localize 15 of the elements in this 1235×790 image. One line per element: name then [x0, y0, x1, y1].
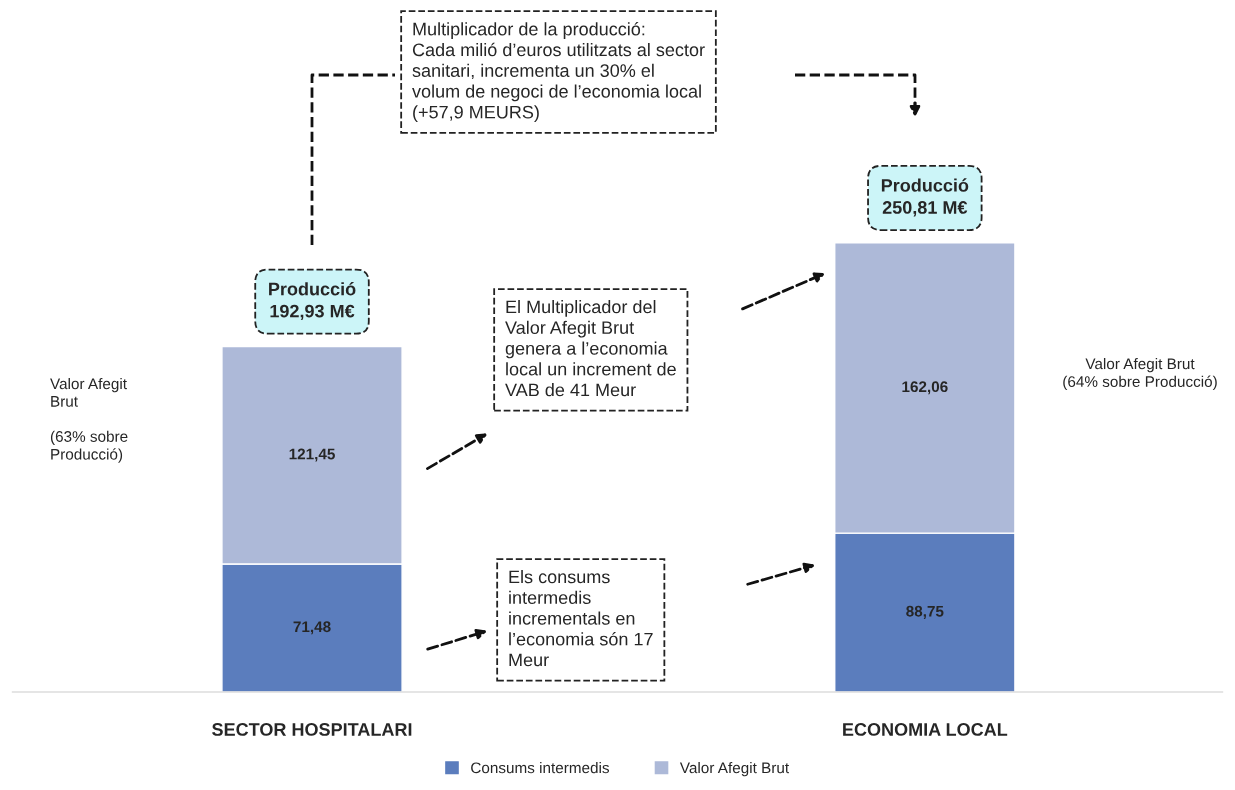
annotation: El Multiplicador del Valor Afegit Brut genera a l’economia local un increment de VAB de 41 Meur	[505, 300, 676, 397]
data-label: 71,48	[293, 621, 331, 635]
data-label: 162,06	[902, 381, 948, 395]
total-label: Producció 192,93 M€	[269, 282, 356, 321]
data-label: 121,45	[289, 448, 335, 462]
x-tick-label: SECTOR HOSPITALARI	[212, 723, 412, 736]
data-label: 88,75	[906, 605, 944, 619]
text: Valor Afegit Brut (63% sobre Producció)	[50, 378, 128, 463]
annotation: Els consums intermedis incrementals en l’economia són 17 Meur	[509, 570, 653, 667]
total-label: Producció 250,81 M€	[881, 178, 969, 217]
annotation: Valor Afegit Brut (64% sobre Producció)	[1063, 358, 1217, 391]
text: Multiplicador de la producció: Cada milió d’euros utilitzats al sector sanitari, incrementa un 30% el volum de negoci de l’economia local (+57,9 MEURS)	[412, 22, 705, 123]
legend-label: Consums intermedis	[471, 762, 610, 774]
x-tick-label: ECONOMIA LOCAL	[843, 723, 1008, 736]
legend-label: Valor Afegit Brut	[679, 762, 790, 777]
